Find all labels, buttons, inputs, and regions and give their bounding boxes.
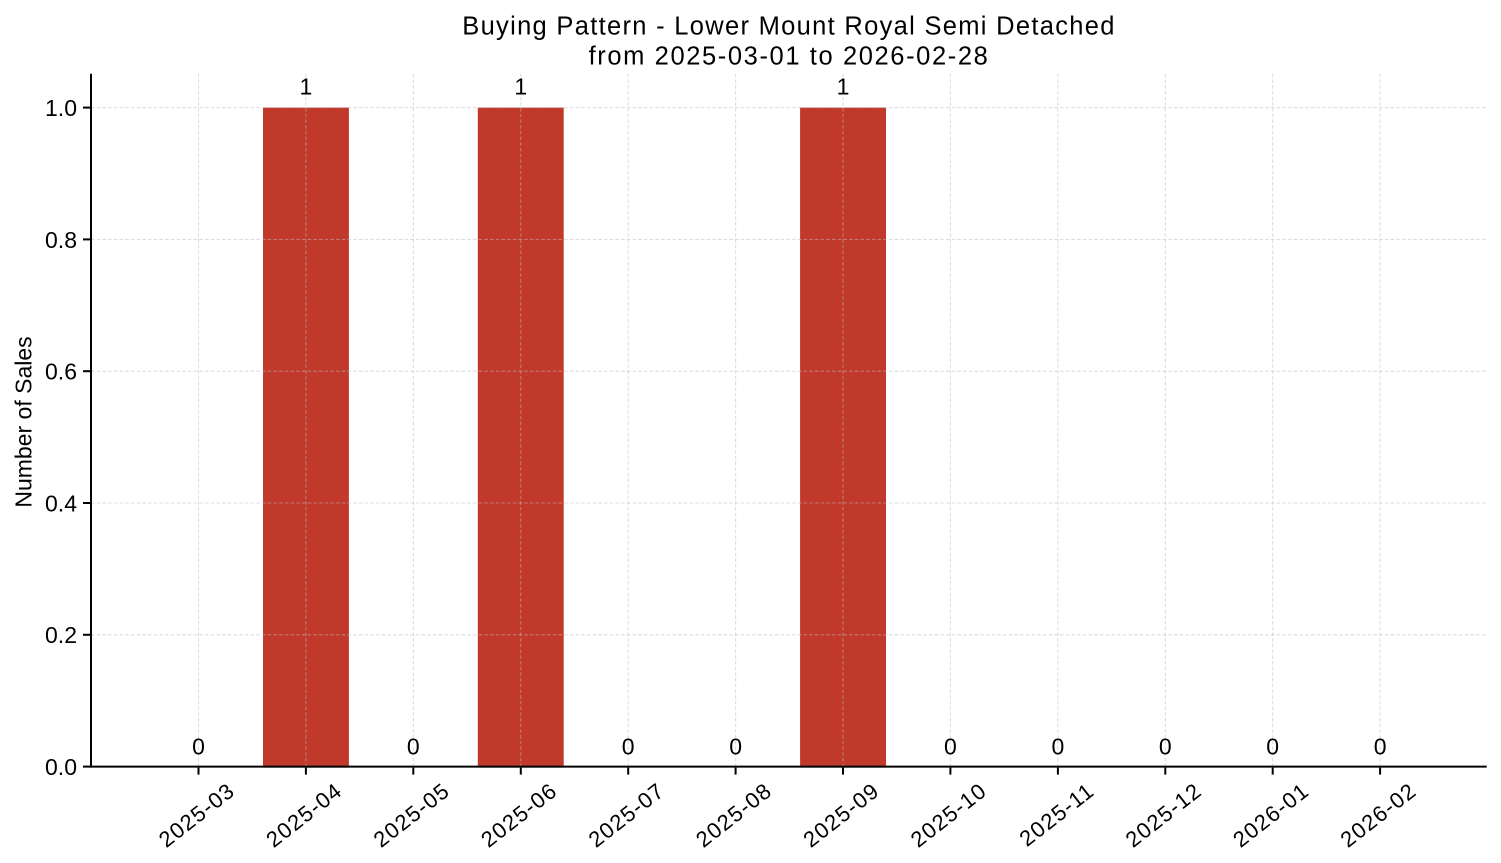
svg-text:0: 0 — [1374, 734, 1387, 760]
svg-text:0: 0 — [729, 734, 742, 760]
svg-text:0: 0 — [407, 734, 420, 760]
svg-text:0: 0 — [944, 734, 957, 760]
svg-text:0: 0 — [1052, 734, 1065, 760]
svg-text:0.0: 0.0 — [45, 754, 77, 780]
svg-text:1: 1 — [514, 74, 527, 100]
svg-text:1: 1 — [837, 74, 850, 100]
svg-text:1: 1 — [300, 74, 313, 100]
svg-text:0.2: 0.2 — [45, 622, 77, 648]
svg-text:0.4: 0.4 — [45, 490, 77, 516]
svg-text:Number of Sales: Number of Sales — [11, 336, 37, 507]
svg-text:0: 0 — [622, 734, 635, 760]
svg-text:0: 0 — [1266, 734, 1279, 760]
svg-text:1.0: 1.0 — [45, 95, 77, 121]
svg-text:from 2025-03-01 to 2026-02-28: from 2025-03-01 to 2026-02-28 — [589, 43, 990, 71]
svg-text:0.6: 0.6 — [45, 359, 77, 385]
svg-text:0: 0 — [1159, 734, 1172, 760]
svg-text:0.8: 0.8 — [45, 227, 77, 253]
svg-text:0: 0 — [192, 734, 205, 760]
svg-text:Buying Pattern - Lower Mount R: Buying Pattern - Lower Mount Royal Semi … — [462, 12, 1115, 40]
